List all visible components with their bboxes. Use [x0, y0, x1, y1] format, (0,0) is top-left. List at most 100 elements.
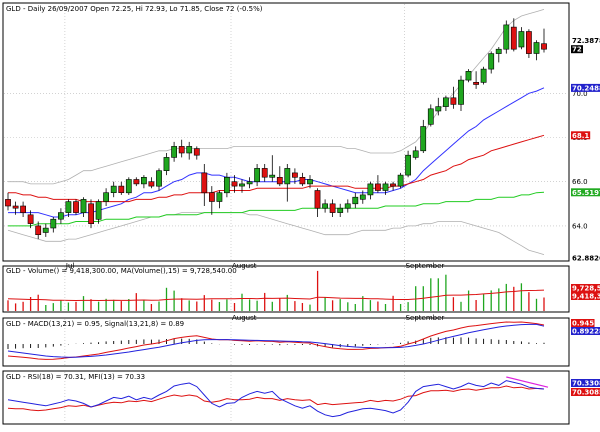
candle-body: [20, 205, 26, 213]
candle-body: [50, 218, 57, 229]
rsi-value-label-bg: [571, 388, 600, 396]
candle-body: [65, 201, 72, 213]
y-tick-label: 70.0: [572, 90, 588, 98]
candle-body: [495, 48, 502, 54]
candle-body: [397, 174, 404, 187]
candle-body: [359, 194, 366, 200]
candle-body: [231, 181, 238, 187]
candle-body: [148, 181, 155, 187]
candle-body: [284, 168, 291, 185]
volume-ma-line: [7, 289, 545, 302]
candle-body: [80, 199, 87, 213]
candle-body: [88, 203, 94, 225]
candle-body: [156, 170, 162, 187]
volume-value-label: 9,418,300: [572, 293, 600, 301]
rsi-value-label: 70.3308: [572, 380, 600, 388]
candle-body: [442, 97, 449, 107]
candle-body: [291, 172, 298, 178]
candle-body: [307, 179, 313, 185]
rsi-chart-title: GLD - RSI(18) = 70.31, MFI(13) = 70.33: [6, 373, 145, 381]
y-tick-label: 66.0: [572, 178, 588, 186]
candle-body: [269, 174, 276, 178]
price-value-label-bg: [571, 45, 583, 54]
candle-body: [480, 68, 487, 83]
candle-body: [57, 212, 64, 220]
candle-body: [465, 71, 472, 81]
rsi-rsi_line-line: [7, 380, 545, 418]
candle-body: [427, 108, 434, 125]
price-chart-title: GLD - Daily 26/09/2007 Open 72.25, Hi 72…: [6, 5, 263, 13]
volume-value-label-bg: [571, 292, 600, 300]
price-value-label-bg: [571, 188, 600, 197]
candle-body: [276, 177, 283, 185]
candle-body: [216, 192, 223, 202]
candle-body: [163, 157, 170, 171]
candle-body: [118, 185, 125, 194]
candle-body: [73, 201, 79, 213]
y-tick-label: 64.0: [572, 222, 588, 230]
candle-body: [525, 31, 532, 54]
candle-body: [450, 97, 457, 105]
candle-body: [503, 24, 510, 50]
candle-body: [367, 183, 374, 196]
rsi-mfi-panel: 70.330870.3085 GLD - RSI(18) = 70.31, MF…: [2, 370, 600, 425]
candle-body: [186, 146, 193, 154]
candle-body: [435, 106, 442, 112]
price-ma_long-line: [8, 191, 545, 227]
candle-body: [209, 192, 215, 202]
candle-body: [299, 177, 306, 185]
candle-body: [178, 146, 185, 154]
candle-body: [125, 179, 132, 194]
macd-panel-frame: [2, 317, 570, 367]
volume-value-label: 9,728,540: [572, 285, 600, 293]
price-value-label: 62.8826: [572, 255, 600, 263]
candle-body: [246, 181, 253, 185]
price-bollinger-line: [7, 212, 545, 255]
price-value-label-bg: [571, 83, 600, 92]
macd-value-label: 0.892283: [572, 328, 600, 336]
candle-body: [27, 214, 34, 224]
candle-body: [42, 227, 49, 233]
volume-value-label-bg: [571, 284, 600, 292]
divergence-trendline: [506, 376, 549, 388]
candle-body: [510, 26, 517, 50]
candle-body: [488, 53, 495, 70]
candle-body: [254, 168, 260, 182]
candle-body: [344, 203, 351, 209]
candle-body: [224, 177, 230, 194]
candle-body: [473, 82, 479, 85]
candle-body: [322, 203, 328, 209]
macd-macd_signal-line: [7, 321, 545, 360]
candle-body: [518, 31, 525, 48]
candle-body: [103, 192, 109, 202]
macd-chart-title: GLD - MACD(13,21) = 0.95, Signal(13,21,8…: [6, 320, 184, 328]
price-value-label: 70.2488: [572, 84, 600, 92]
candle-body: [352, 196, 359, 205]
macd-value-label: 0.945: [572, 320, 594, 328]
price-value-label-bg: [571, 131, 591, 140]
price-value-label: 65.5197: [572, 189, 600, 197]
candle-body: [412, 150, 419, 158]
candle-body: [314, 190, 321, 209]
volume-chart-title: GLD - Volume() = 9,418,300.00, MA(Volume…: [6, 267, 237, 275]
rsi-value-label-bg: [571, 379, 600, 387]
candle-body: [337, 207, 344, 213]
volume-panel-frame: [2, 265, 570, 313]
candle-body: [35, 225, 42, 235]
candle-body: [382, 183, 389, 191]
candle-body: [201, 172, 208, 194]
candle-body: [239, 183, 245, 187]
price-value-label: 72.3878: [572, 37, 600, 45]
rsi-value-label: 70.3085: [572, 389, 600, 397]
candle-body: [12, 205, 19, 209]
candle-body: [171, 146, 177, 158]
candle-body: [374, 183, 381, 191]
candle-body: [5, 199, 11, 207]
candle-body: [261, 168, 268, 178]
candle-body: [458, 79, 464, 105]
candle-body: [110, 185, 117, 194]
price-panel-frame: [2, 2, 570, 262]
